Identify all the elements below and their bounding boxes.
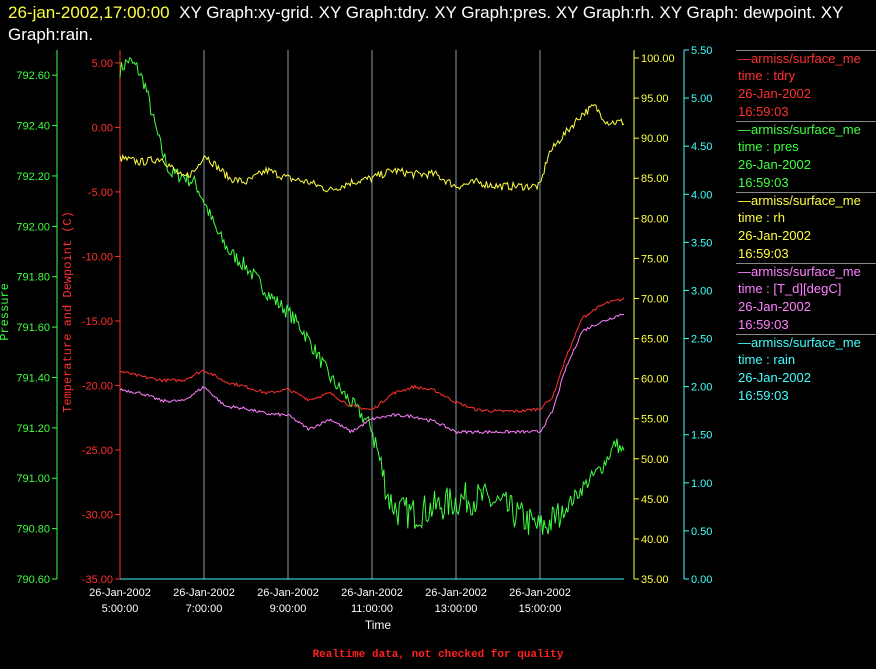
series-tdry-line	[119, 297, 625, 414]
rh-tick-label: 100.00	[641, 53, 675, 65]
rh-tick-label: 65.00	[641, 334, 669, 346]
pressure-tick-label: 790.80	[16, 524, 50, 536]
x-tick-date: 26-Jan-2002	[257, 587, 319, 599]
x-tick-date: 26-Jan-2002	[509, 587, 571, 599]
rain-tick-label: 2.00	[691, 382, 712, 394]
rain-tick-label: 5.50	[691, 45, 712, 57]
x-tick-time: 9:00:00	[270, 603, 307, 615]
legend-line: —armiss/surface_me	[738, 264, 861, 279]
legend-clock: 16:59:03	[738, 175, 789, 190]
pressure-axis-label: Pressure	[0, 283, 12, 341]
title-description: XY Graph:xy-grid. XY Graph:tdry. XY Grap…	[8, 3, 844, 44]
pressure-tick-label: 791.60	[16, 322, 50, 334]
rh-tick-label: 35.00	[641, 574, 669, 586]
legend-time: time : rh	[738, 210, 785, 225]
temperature-tick-label: -25.00	[82, 445, 113, 457]
legend-clock: 16:59:03	[738, 388, 789, 403]
x-axis-label: Time	[365, 618, 392, 632]
rain-tick-label: 1.00	[691, 478, 712, 490]
legend-date: 26-Jan-2002	[738, 299, 811, 314]
x-tick-date: 26-Jan-2002	[425, 587, 487, 599]
rain-tick-label: 1.50	[691, 430, 712, 442]
temperature-tick-label: -10.00	[82, 251, 113, 263]
temperature-tick-label: 5.00	[92, 58, 113, 70]
series-rh-line	[119, 104, 625, 193]
legend-date: 26-Jan-2002	[738, 228, 811, 243]
quality-note: Realtime data, not checked for quality	[312, 649, 564, 661]
legend-line: —armiss/surface_me	[738, 193, 861, 208]
rh-tick-label: 85.00	[641, 173, 669, 185]
chart-title: 26-jan-2002,17:00:00 XY Graph:xy-grid. X…	[8, 2, 868, 46]
legend-date: 26-Jan-2002	[738, 370, 811, 385]
x-tick-time: 7:00:00	[186, 603, 223, 615]
pressure-tick-label: 792.00	[16, 221, 50, 233]
pressure-tick-label: 791.80	[16, 272, 50, 284]
pressure-tick-label: 791.40	[16, 372, 50, 384]
rh-tick-label: 40.00	[641, 534, 669, 546]
legend-line: —armiss/surface_me	[738, 335, 861, 350]
legend-time: time : pres	[738, 139, 799, 154]
temperature-tick-label: -35.00	[82, 574, 113, 586]
rh-tick-label: 70.00	[641, 293, 669, 305]
x-tick-time: 11:00:00	[351, 603, 393, 615]
legend-clock: 16:59:03	[738, 246, 789, 261]
rain-tick-label: 5.00	[691, 93, 712, 105]
rh-tick-label: 55.00	[641, 414, 669, 426]
legend-time: time : tdry	[738, 68, 796, 83]
rh-tick-label: 90.00	[641, 133, 669, 145]
temperature-tick-label: -5.00	[88, 187, 113, 199]
x-tick-time: 15:00:00	[519, 603, 562, 615]
rain-tick-label: 4.50	[691, 141, 712, 153]
temperature-axis-label: Temperature and Dewpoint (C)	[61, 211, 75, 413]
pressure-tick-label: 791.00	[16, 473, 50, 485]
legend-line: —armiss/surface_me	[738, 122, 861, 137]
rh-tick-label: 60.00	[641, 374, 669, 386]
rh-tick-label: 50.00	[641, 454, 669, 466]
legend: —armiss/surface_me time : tdry 26-Jan-2002…	[736, 50, 876, 405]
legend-clock: 16:59:03	[738, 317, 789, 332]
x-tick-date: 26-Jan-2002	[89, 587, 151, 599]
rh-tick-label: 95.00	[641, 93, 669, 105]
rain-tick-label: 2.50	[691, 334, 712, 346]
x-tick-date: 26-Jan-2002	[341, 587, 403, 599]
x-tick-date: 26-Jan-2002	[173, 587, 235, 599]
rain-tick-label: 3.00	[691, 285, 712, 297]
rain-tick-label: 0.00	[691, 574, 712, 586]
series-dewpoint-line	[119, 313, 625, 435]
legend-date: 26-Jan-2002	[738, 86, 811, 101]
x-tick-time: 5:00:00	[102, 603, 139, 615]
rain-tick-label: 0.50	[691, 526, 712, 538]
temperature-tick-label: -20.00	[82, 380, 113, 392]
legend-time: time : rain	[738, 352, 796, 367]
pressure-tick-label: 790.60	[16, 574, 50, 586]
pressure-tick-label: 792.20	[16, 171, 50, 183]
rh-tick-label: 80.00	[641, 213, 669, 225]
legend-line: —armiss/surface_me	[738, 51, 861, 66]
temperature-tick-label: -15.00	[82, 316, 113, 328]
pressure-tick-label: 792.60	[16, 70, 50, 82]
temperature-tick-label: 0.00	[92, 122, 113, 134]
rain-tick-label: 3.50	[691, 237, 712, 249]
legend-date: 26-Jan-2002	[738, 157, 811, 172]
legend-time: time : [T_d][degC]	[738, 281, 842, 296]
legend-clock: 16:59:03	[738, 104, 789, 119]
temperature-tick-label: -30.00	[82, 509, 113, 521]
x-tick-time: 13:00:00	[435, 603, 478, 615]
rh-tick-label: 75.00	[641, 253, 669, 265]
rain-tick-label: 4.00	[691, 189, 712, 201]
pressure-tick-label: 791.20	[16, 423, 50, 435]
rh-tick-label: 45.00	[641, 494, 669, 506]
series-pres-line	[119, 56, 625, 535]
pressure-tick-label: 792.40	[16, 121, 50, 133]
title-date: 26-jan-2002,17:00:00	[8, 3, 170, 22]
